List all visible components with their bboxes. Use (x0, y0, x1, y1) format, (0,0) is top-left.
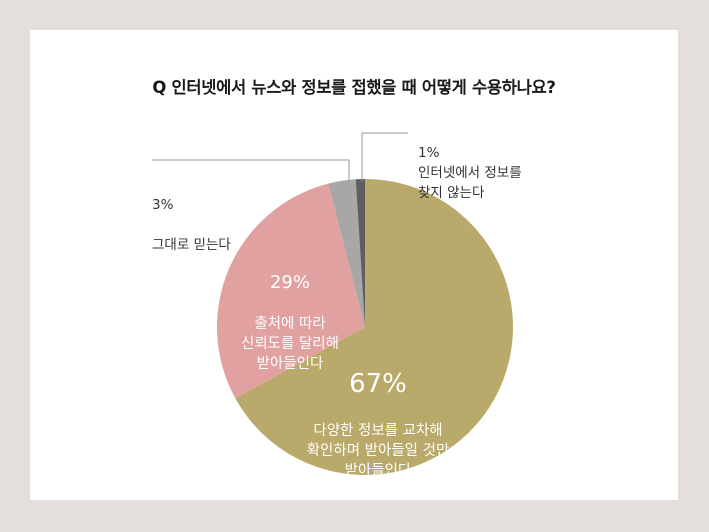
leader-line-3 (152, 159, 350, 182)
leader-line-1 (361, 132, 408, 182)
slice-29-text: 출처에 따라 신뢰도를 달리해 받아들인다 (241, 316, 339, 372)
slice-3-pct: 3% (152, 197, 174, 213)
label-29-percent: 29% 출처에 따라 신뢰도를 달리해 받아들인다 (215, 252, 365, 394)
slice-67-pct: 67% (349, 369, 407, 399)
pie-slice-29 (217, 183, 365, 399)
pie-slice-3 (328, 179, 365, 327)
pie-slice-67 (235, 179, 514, 475)
slice-3-text: 그대로 믿는다 (152, 237, 231, 253)
slice-1-text: 인터넷에서 정보를 찾지 않는다 (418, 165, 522, 201)
chart-title: Q 인터넷에서 뉴스와 정보를 접했을 때 어떻게 수용하나요? (152, 78, 556, 97)
slice-29-pct: 29% (269, 272, 310, 293)
pie-chart (152, 132, 514, 475)
pie-slice-1 (355, 179, 365, 327)
slice-1-pct: 1% (418, 145, 440, 161)
label-67-percent: 67% 다양한 정보를 교차해 확인하며 받아들일 것만 받아들인다 (278, 347, 478, 501)
label-3-percent: 3% 그대로 믿는다 (152, 175, 231, 255)
label-1-percent: 1% 인터넷에서 정보를 찾지 않는다 (418, 123, 522, 203)
chart-card: Q 인터넷에서 뉴스와 정보를 접했을 때 어떻게 수용하나요? 3% 그대로 … (30, 30, 678, 500)
slice-67-text: 다양한 정보를 교차해 확인하며 받아들일 것만 받아들인다 (306, 423, 450, 479)
